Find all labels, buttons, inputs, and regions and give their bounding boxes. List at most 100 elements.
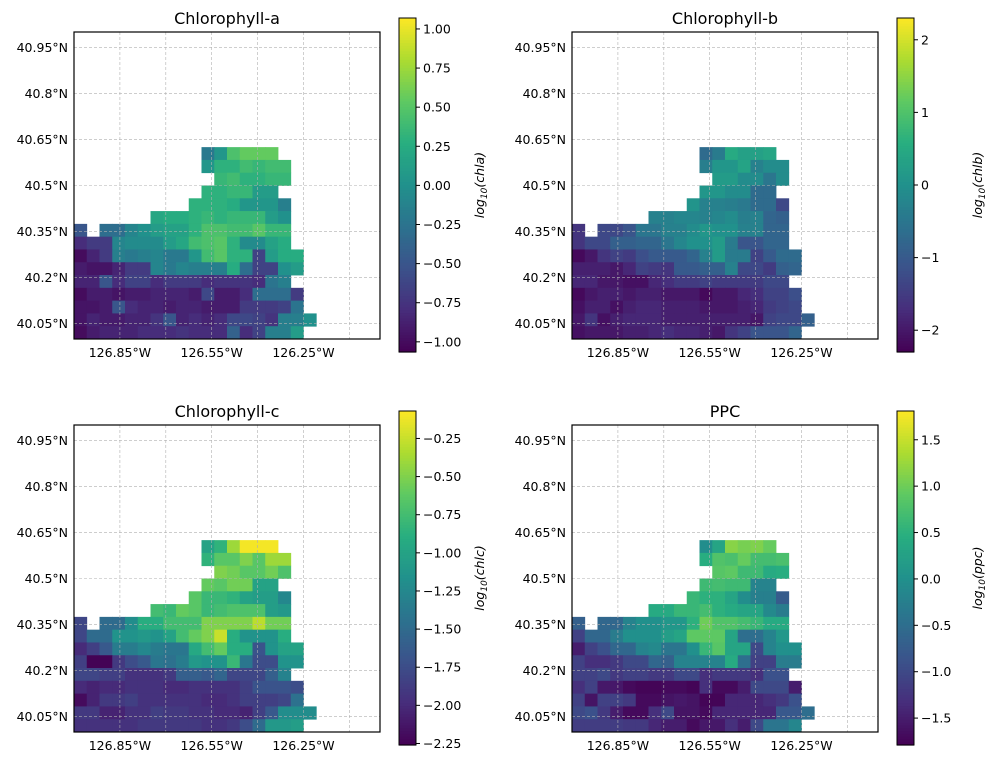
- colorbar-segment: [399, 26, 416, 30]
- heatmap-cell: [290, 655, 304, 669]
- heatmap-cell: [699, 655, 713, 669]
- lon-tick-label: 126.55°W: [181, 738, 243, 753]
- heatmap-cell: [227, 591, 241, 605]
- lat-tick-label: 40.8°N: [25, 479, 68, 494]
- colorbar-segment: [897, 742, 914, 746]
- colorbar-segment: [897, 313, 914, 317]
- lat-tick-label: 40.5°N: [25, 178, 68, 193]
- heatmap-cell: [188, 629, 202, 643]
- heatmap-cell: [112, 262, 126, 276]
- heatmap-cell: [188, 300, 202, 314]
- colorbar-tick-label: −1: [921, 250, 939, 265]
- heatmap-cell: [265, 172, 279, 186]
- heatmap-cell: [278, 604, 292, 618]
- heatmap-cell: [712, 313, 726, 327]
- heatmap-cell: [99, 300, 113, 314]
- colorbar-segment: [399, 51, 416, 55]
- heatmap-cell: [763, 668, 777, 682]
- heatmap-cell: [699, 642, 713, 656]
- colorbar-segment: [399, 650, 416, 654]
- colorbar-segment: [897, 680, 914, 685]
- colorbar-segment: [399, 692, 416, 696]
- heatmap-cell: [584, 275, 598, 289]
- heatmap-cell: [137, 236, 151, 250]
- heatmap-cell: [699, 159, 713, 174]
- colorbar-segment: [897, 536, 914, 540]
- heatmap-cell: [584, 300, 598, 314]
- heatmap-cell: [265, 616, 279, 631]
- heatmap-cell: [661, 629, 675, 643]
- heatmap-cell: [674, 313, 688, 327]
- colorbar-tick-label: 0: [921, 178, 929, 193]
- colorbar-label-subscript: 10: [480, 580, 490, 592]
- heatmap-cell: [252, 565, 266, 579]
- colorbar-segment: [399, 187, 416, 192]
- heatmap-cell: [99, 326, 113, 340]
- colorbar-segment: [897, 672, 914, 677]
- heatmap-cell: [699, 287, 713, 302]
- heatmap-cell: [610, 262, 624, 276]
- colorbar-segment: [897, 575, 914, 579]
- heatmap-cell: [635, 680, 649, 695]
- heatmap-cell: [201, 313, 215, 327]
- heatmap-cell: [99, 693, 113, 707]
- colorbar-segment: [897, 299, 914, 303]
- heatmap-cell: [610, 313, 624, 327]
- colorbar-segment: [897, 494, 914, 498]
- colorbar-segment: [399, 614, 416, 618]
- heatmap-cell: [750, 629, 764, 643]
- heatmap-cell: [176, 326, 190, 340]
- colorbar-segment: [399, 313, 416, 317]
- colorbar-segment: [399, 162, 416, 167]
- colorbar-segment: [399, 511, 416, 515]
- heatmap-cell: [176, 668, 190, 682]
- colorbar-segment: [897, 636, 914, 640]
- heatmap-cell: [137, 275, 151, 289]
- heatmap-cell: [239, 578, 253, 592]
- heatmap-cell: [163, 326, 177, 340]
- colorbar-segment: [897, 530, 914, 535]
- heatmap-cell: [252, 159, 266, 174]
- heatmap-cell: [278, 616, 292, 631]
- heatmap-cell: [572, 275, 586, 289]
- colorbar-segment: [399, 299, 416, 303]
- heatmap-cell: [763, 693, 777, 707]
- heatmap-cell: [686, 655, 700, 669]
- heatmap-cell: [788, 287, 802, 302]
- heatmap-cell: [163, 604, 177, 618]
- colorbar-segment: [897, 424, 914, 429]
- colorbar-label: log10(ppc): [970, 546, 988, 609]
- heatmap-cell: [737, 629, 751, 643]
- heatmap-cell: [699, 236, 713, 250]
- heatmap-cell: [99, 719, 113, 733]
- colorbar-segment: [897, 129, 914, 133]
- colorbar-segment: [897, 552, 914, 557]
- colorbar-tick-label: −2.25: [423, 736, 461, 751]
- heatmap-cell: [214, 147, 228, 161]
- heatmap-cell: [699, 147, 713, 161]
- heatmap-cell: [86, 719, 100, 733]
- heatmap-cell: [239, 616, 253, 631]
- colorbar-segment: [897, 628, 914, 632]
- colorbar-segment: [399, 82, 416, 86]
- colorbar-segment: [399, 98, 416, 103]
- lat-tick-label: 40.95°N: [515, 433, 566, 448]
- heatmap-cell: [214, 655, 228, 669]
- heatmap-cell: [188, 604, 202, 618]
- heatmap-cell: [737, 680, 751, 695]
- heatmap-cell: [86, 249, 100, 263]
- heatmap-cell: [290, 249, 304, 263]
- heatmap-cell: [763, 287, 777, 302]
- colorbar-segment: [897, 210, 914, 214]
- heatmap-cell: [597, 262, 611, 276]
- heatmap-cell: [737, 147, 751, 161]
- heatmap-cell: [674, 326, 688, 340]
- colorbar-segment: [897, 18, 914, 22]
- colorbar-segment: [897, 324, 914, 328]
- heatmap-cell: [635, 223, 649, 238]
- heatmap-cell: [125, 287, 139, 302]
- colorbar-segment: [399, 469, 416, 473]
- colorbar-segment: [399, 594, 416, 599]
- heatmap-cell: [750, 706, 764, 720]
- heatmap-cell: [150, 706, 164, 720]
